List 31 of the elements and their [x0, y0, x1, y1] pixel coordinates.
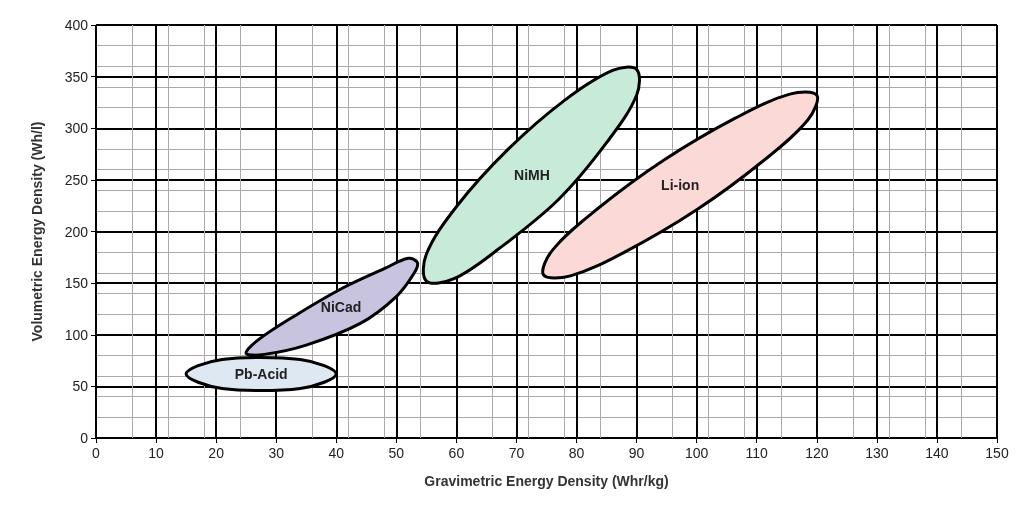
x-tick-label: 30 [268, 445, 285, 461]
x-tick-label: 50 [388, 445, 405, 461]
y-tick-label: 50 [72, 378, 89, 395]
y-tick-label: 200 [64, 223, 89, 240]
series-label: Pb-Acid [234, 365, 288, 382]
series-label: NiCad [320, 298, 362, 315]
x-tick-label: 0 [92, 445, 101, 461]
x-tick-label: 90 [628, 445, 645, 461]
y-tick-label: 100 [64, 326, 89, 343]
y-tick-label: 350 [64, 68, 89, 85]
y-tick-label: 0 [80, 430, 89, 446]
x-tick-label: 130 [865, 445, 889, 461]
x-tick-label: 80 [568, 445, 585, 461]
x-tick-label: 120 [805, 445, 829, 461]
y-tick-label: 400 [64, 17, 89, 33]
series-label: NiMH [514, 166, 550, 183]
y-tick-label: 250 [64, 171, 89, 188]
x-tick-label: 150 [985, 445, 1009, 461]
x-tick-label: 110 [745, 445, 769, 461]
x-tick-label: 100 [684, 445, 709, 461]
x-tick-label: 60 [448, 445, 465, 461]
series-label: Li-ion [661, 177, 700, 194]
y-tick-label: 300 [64, 120, 89, 137]
x-tick-label: 70 [508, 445, 525, 461]
y-tick-label: 150 [64, 275, 89, 292]
x-tick-label: 20 [208, 445, 225, 461]
y-axis-title: Volumetric Energy Density (Wh/l) [29, 121, 45, 342]
x-tick-label: 140 [925, 445, 949, 461]
x-axis-title: Gravimetric Energy Density (Whr/kg) [424, 473, 669, 489]
x-tick-label: 10 [148, 445, 165, 461]
x-tick-label: 40 [328, 445, 345, 461]
